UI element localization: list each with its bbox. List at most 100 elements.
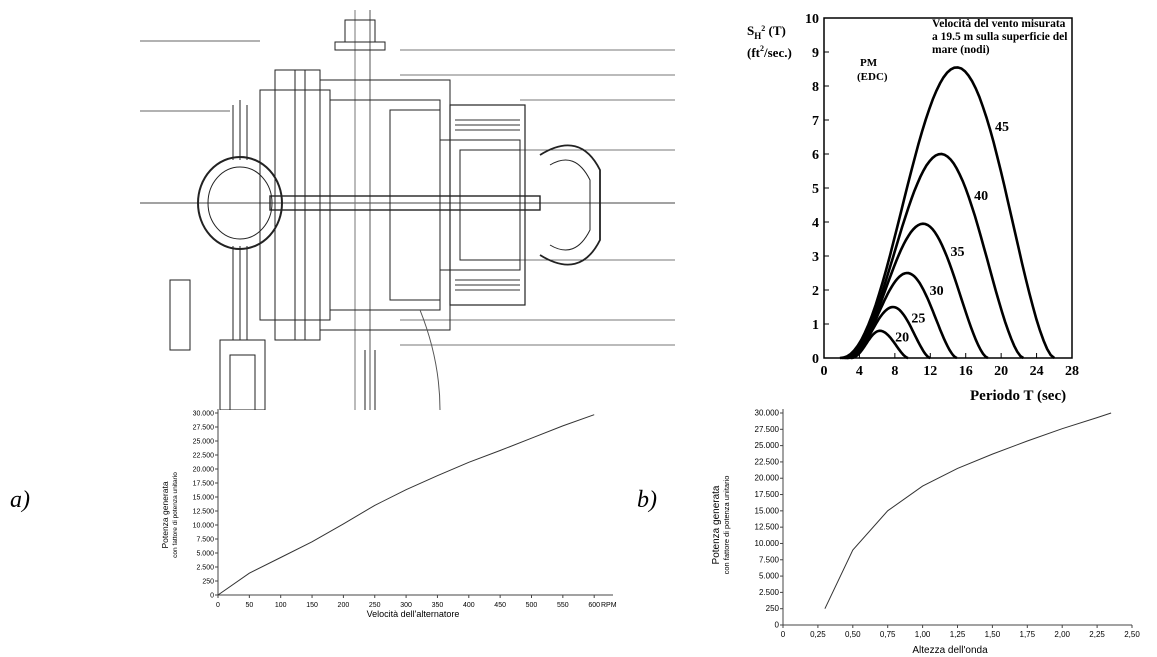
power-vs-speed-chart: 0 250 2.500 5.000 7.500 10.000 12.500 15.000 17.… bbox=[160, 409, 617, 619]
xtick-label: 0 bbox=[216, 602, 220, 609]
spectrum-series-label: 40 bbox=[974, 189, 988, 204]
spectrum-series-label: 25 bbox=[911, 311, 925, 326]
power-vs-speed-ylabel-1: Potenza generata bbox=[160, 481, 170, 548]
spectrum-legend-title-2: a 19.5 m sulla superficie del bbox=[932, 31, 1067, 43]
spectrum-legend-title-3: mare (nodi) bbox=[932, 44, 990, 56]
power-vs-wave-ylabel-1: Potenza generata bbox=[711, 485, 722, 564]
ytick-label: 15.000 bbox=[193, 495, 215, 502]
spectrum-xtick-label: 28 bbox=[1065, 364, 1079, 379]
spectrum-frame bbox=[823, 17, 1073, 359]
ytick-label: 25.000 bbox=[193, 439, 215, 446]
generator-cross-section-drawing bbox=[140, 10, 675, 410]
spectrum-xtick-label: 12 bbox=[923, 364, 937, 379]
spectrum-xtick-label: 24 bbox=[1030, 364, 1044, 379]
xtick-label: 500 bbox=[526, 602, 538, 609]
spectrum-series-label: 35 bbox=[951, 245, 965, 260]
ytick-label: 10.000 bbox=[755, 539, 780, 548]
spectrum-ytick-label: 7 bbox=[812, 114, 819, 129]
xtick-label: 0,50 bbox=[845, 630, 861, 639]
spectrum-xtick-label: 0 bbox=[821, 364, 828, 379]
ytick-label: 25.000 bbox=[755, 441, 780, 450]
ytick-label: 2.500 bbox=[196, 565, 214, 572]
spectrum-edc-label: (EDC) bbox=[857, 71, 888, 83]
xtick-label: 1,50 bbox=[985, 630, 1001, 639]
spectrum-xtick-label: 8 bbox=[891, 364, 898, 379]
xtick-label: 300 bbox=[400, 602, 412, 609]
spectrum-legend-title-1: Velocità del vento misurata bbox=[932, 18, 1066, 30]
spectrum-ytick-label: 0 bbox=[812, 352, 819, 367]
spectrum-ytick-label: 2 bbox=[812, 284, 819, 299]
xtick-label: 250 bbox=[369, 602, 381, 609]
spectrum-pm-label: PM bbox=[860, 57, 878, 69]
spectrum-yunit: (ft2/sec.) bbox=[747, 44, 792, 60]
xtick-label: 400 bbox=[463, 602, 475, 609]
ytick-label: 15.000 bbox=[755, 506, 780, 515]
spectrum-ylabel: SH2 (T) bbox=[747, 23, 786, 41]
ytick-label: 250 bbox=[766, 604, 780, 613]
ytick-label: 27.500 bbox=[193, 425, 215, 432]
ytick-label: 7.500 bbox=[196, 537, 214, 544]
xtick-label: 1,00 bbox=[915, 630, 931, 639]
spectrum-xtick-label: 4 bbox=[856, 364, 863, 379]
xtick-label: 100 bbox=[275, 602, 287, 609]
spectrum-curve-40 bbox=[841, 152, 1025, 360]
xtick-label: 350 bbox=[432, 602, 444, 609]
ytick-label: 7.500 bbox=[759, 555, 780, 564]
ytick-label: 250 bbox=[202, 579, 214, 586]
xtick-label: 2,25 bbox=[1089, 630, 1105, 639]
power-vs-speed-xlabel: Velocità dell'alternatore bbox=[367, 609, 460, 619]
ytick-label: 5.000 bbox=[196, 551, 214, 558]
spectrum-ytick-label: 3 bbox=[812, 250, 819, 265]
xtick-label: 2,50 bbox=[1124, 630, 1140, 639]
spectrum-curve-20 bbox=[850, 329, 909, 360]
ytick-label: 30.000 bbox=[755, 409, 780, 418]
ytick-label: 12.500 bbox=[193, 509, 215, 516]
power-vs-wave-ylabel-2: con fattore di potenza unitario bbox=[722, 476, 731, 575]
spectrum-xtick-label: 16 bbox=[959, 364, 973, 379]
spectrum-ytick-label: 9 bbox=[812, 46, 819, 61]
spectrum-series-label: 30 bbox=[930, 284, 944, 299]
xtick-label: 2,00 bbox=[1054, 630, 1070, 639]
xtick-label: 450 bbox=[494, 602, 506, 609]
power-vs-wave-chart: 0 250 2.500 5.000 7.500 10.000 12.500 15.000 17.… bbox=[711, 409, 1140, 657]
ytick-label: 0 bbox=[210, 593, 214, 600]
ytick-label: 0 bbox=[775, 621, 780, 630]
panel-label-b: b) bbox=[637, 487, 657, 513]
spectrum-ytick-label: 8 bbox=[812, 80, 819, 95]
power-vs-wave-curve bbox=[824, 412, 1112, 609]
spectrum-ytick-label: 4 bbox=[812, 216, 819, 231]
xtick-label: 0,75 bbox=[880, 630, 896, 639]
ytick-label: 5.000 bbox=[759, 572, 780, 581]
ytick-label: 10.000 bbox=[193, 523, 215, 530]
panel-label-a: a) bbox=[10, 487, 30, 513]
ytick-label: 30.000 bbox=[193, 411, 215, 418]
spectrum-ytick-label: 6 bbox=[812, 148, 819, 163]
xtick-label: 50 bbox=[245, 602, 253, 609]
spectrum-ytick-label: 5 bbox=[812, 182, 819, 197]
ytick-label: 27.500 bbox=[755, 425, 780, 434]
spectrum-ytick-label: 1 bbox=[812, 318, 819, 333]
xtick-label: 0 bbox=[781, 630, 786, 639]
spectrum-xtick-label: 20 bbox=[994, 364, 1008, 379]
xtick-label: 550 bbox=[557, 602, 569, 609]
ytick-label: 22.500 bbox=[193, 453, 215, 460]
ytick-label: 12.500 bbox=[755, 523, 780, 532]
ytick-label: 20.000 bbox=[193, 467, 215, 474]
spectrum-curve-45 bbox=[839, 66, 1056, 360]
power-vs-wave-xlabel: Altezza dell'onda bbox=[912, 645, 988, 656]
xtick-label: 150 bbox=[306, 602, 318, 609]
xtick-label: 1,75 bbox=[1020, 630, 1036, 639]
ytick-label: 22.500 bbox=[755, 457, 780, 466]
x-unit: RPM bbox=[601, 602, 617, 609]
ytick-label: 17.500 bbox=[755, 490, 780, 499]
power-vs-speed-curve bbox=[217, 414, 595, 596]
ytick-label: 20.000 bbox=[755, 474, 780, 483]
xtick-label: 600 bbox=[588, 602, 600, 609]
ytick-label: 2.500 bbox=[759, 588, 780, 597]
spectrum-ytick-label: 10 bbox=[805, 12, 819, 27]
xtick-label: 200 bbox=[338, 602, 350, 609]
power-vs-speed-ylabel-2: con fattore di potenza unitario bbox=[172, 472, 179, 558]
spectrum-series-label: 20 bbox=[895, 330, 909, 345]
spectrum-series-label: 45 bbox=[995, 120, 1009, 135]
